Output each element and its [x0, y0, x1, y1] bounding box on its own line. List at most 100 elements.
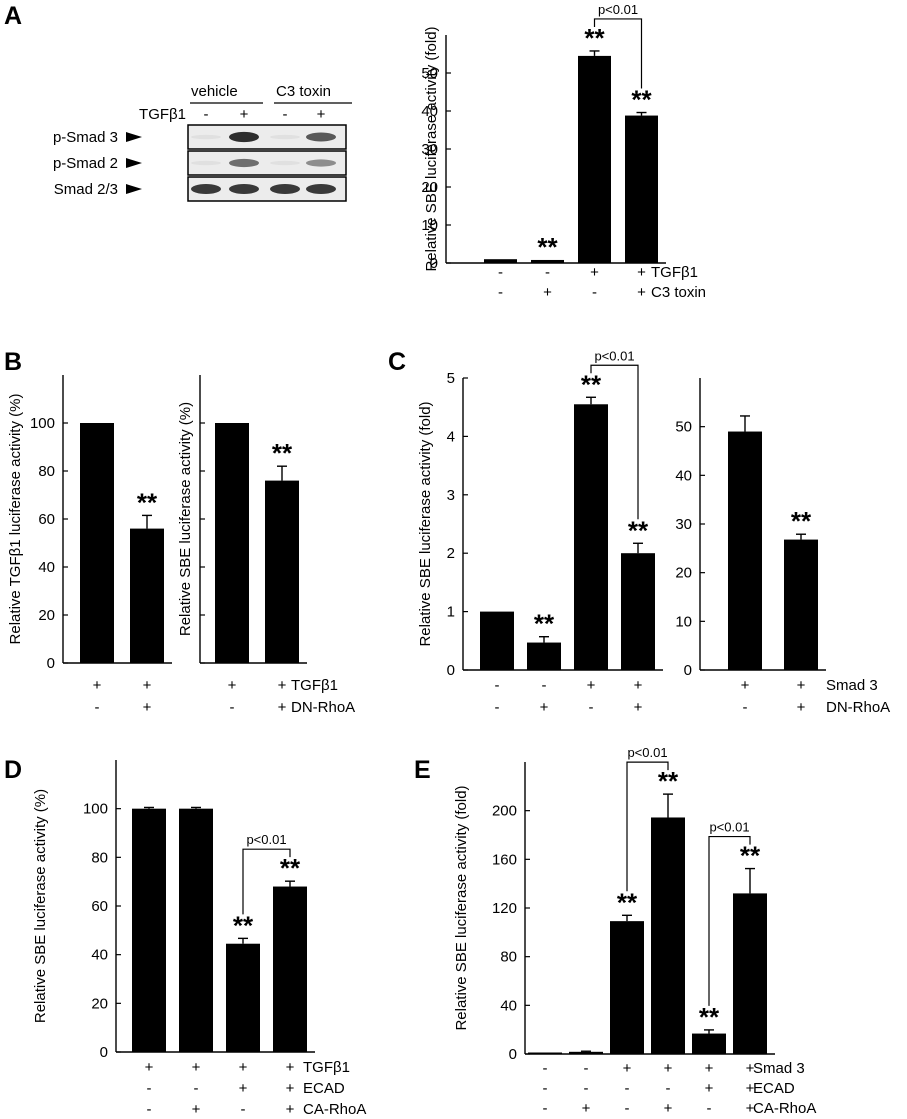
condition-label: DN-RhoA: [826, 699, 890, 716]
y-tick-label: 0: [509, 1046, 517, 1063]
condition-sign: -: [498, 264, 503, 281]
p-value-label: p<0.01: [709, 820, 749, 835]
bar: [265, 480, 299, 663]
y-tick-label: 60: [38, 511, 55, 528]
y-tick-label: 100: [30, 415, 55, 432]
condition-sign: -: [241, 1101, 246, 1118]
significance-marker: **: [537, 232, 558, 262]
bar: [733, 893, 767, 1054]
y-tick-label: 40: [675, 467, 692, 484]
condition-sign: +: [239, 1059, 248, 1076]
chart-panel-c2: 0 10 20 30 40 50 ** + + Smad 3 - + DN-RhoA: [675, 378, 890, 716]
chart-panel-e: 0 40 80 120 160 200 Relative SBE luciferase ac…: [453, 745, 816, 1117]
condition-sign: +: [746, 1080, 755, 1097]
blot-band: [191, 184, 221, 194]
condition-sign: +: [634, 699, 643, 716]
significance-marker: **: [628, 515, 649, 545]
y-tick-label: 200: [492, 803, 517, 820]
condition-sign: +: [582, 1100, 591, 1117]
significance-marker: **: [617, 887, 638, 917]
blot-row-label: Smad 2/3: [54, 181, 118, 198]
significance-marker: **: [137, 487, 158, 517]
bar: [784, 539, 818, 670]
y-tick-label: 3: [447, 487, 455, 504]
y-tick-label: 0: [47, 655, 55, 672]
blot-arrow-icon: [126, 132, 142, 142]
y-tick-label: 160: [492, 851, 517, 868]
panel-labels: A B C D E: [4, 2, 431, 784]
y-tick-label: 0: [447, 662, 455, 679]
condition-sign: +: [746, 1060, 755, 1077]
condition-sign: -: [543, 1100, 548, 1117]
condition-sign: -: [584, 1060, 589, 1077]
condition-label: TGFβ1: [303, 1059, 350, 1076]
condition-sign: +: [192, 1101, 201, 1118]
blot-lane-sign: +: [317, 106, 326, 123]
condition-sign: -: [707, 1100, 712, 1117]
condition-sign: -: [542, 677, 547, 694]
bar: [621, 553, 655, 670]
condition-sign: +: [634, 677, 643, 694]
blot-band: [306, 184, 336, 194]
condition-sign: +: [239, 1080, 248, 1097]
condition-sign: -: [147, 1080, 152, 1097]
significance-bracket: [242, 848, 291, 915]
panel-label-c: C: [388, 348, 406, 376]
bar: [527, 642, 561, 670]
significance-marker: **: [272, 438, 293, 468]
bar: [215, 423, 249, 663]
bar: [574, 404, 608, 670]
condition-sign: -: [584, 1080, 589, 1097]
blot-lane-sign: -: [204, 106, 209, 123]
chart-panel-d: 0 20 40 60 80 100 Relative SBE luciferase acti…: [32, 760, 366, 1118]
condition-label: ECAD: [753, 1080, 795, 1097]
condition-sign: +: [637, 284, 646, 301]
condition-sign: +: [192, 1059, 201, 1076]
significance-bracket: [708, 835, 751, 1006]
condition-sign: -: [495, 677, 500, 694]
y-axis-label: Relative SBE luciferase activity (%): [177, 402, 194, 636]
condition-sign: +: [145, 1059, 154, 1076]
bar: [130, 528, 164, 663]
y-tick-label: 120: [492, 900, 517, 917]
condition-sign: +: [590, 264, 599, 281]
condition-label: CA-RhoA: [303, 1101, 366, 1118]
blot-row-frame: [187, 150, 347, 176]
y-axis-label: Relative SBE luciferase activity (fold): [423, 26, 440, 271]
bar: [728, 431, 762, 670]
bar: [179, 808, 213, 1052]
condition-sign: +: [543, 284, 552, 301]
significance-marker: **: [233, 910, 254, 940]
condition-sign: +: [286, 1080, 295, 1097]
chart-panel-b2: Relative SBE luciferase activity (%) ** + +…: [177, 375, 355, 716]
blot-arrow-icon: [126, 184, 142, 194]
blot-band: [229, 158, 259, 168]
condition-label: DN-RhoA: [291, 699, 355, 716]
condition-sign: +: [664, 1060, 673, 1077]
condition-sign: -: [592, 284, 597, 301]
condition-sign: -: [147, 1101, 152, 1118]
bar: [226, 943, 260, 1052]
condition-label: TGFβ1: [651, 264, 698, 281]
condition-sign: +: [705, 1060, 714, 1077]
panel-label-a: A: [4, 2, 22, 30]
condition-sign: +: [143, 699, 152, 716]
blot-band: [306, 132, 336, 142]
bar: [692, 1033, 726, 1054]
y-tick-label: 20: [421, 179, 438, 196]
y-tick-label: 10: [421, 217, 438, 234]
condition-sign: +: [741, 677, 750, 694]
p-value-label: p<0.01: [246, 832, 286, 847]
y-tick-label: 40: [38, 559, 55, 576]
blot-row-label: p-Smad 3: [53, 129, 118, 146]
y-tick-label: 30: [675, 516, 692, 533]
blot-band: [306, 159, 336, 167]
condition-sign: +: [286, 1101, 295, 1118]
condition-label: Smad 3: [753, 1060, 805, 1077]
bar: [578, 55, 611, 264]
y-tick-label: 20: [38, 607, 55, 624]
p-value-label: p<0.01: [598, 2, 638, 17]
y-tick-label: 20: [675, 565, 692, 582]
condition-sign: -: [625, 1080, 630, 1097]
blot-lane-sign: -: [283, 106, 288, 123]
